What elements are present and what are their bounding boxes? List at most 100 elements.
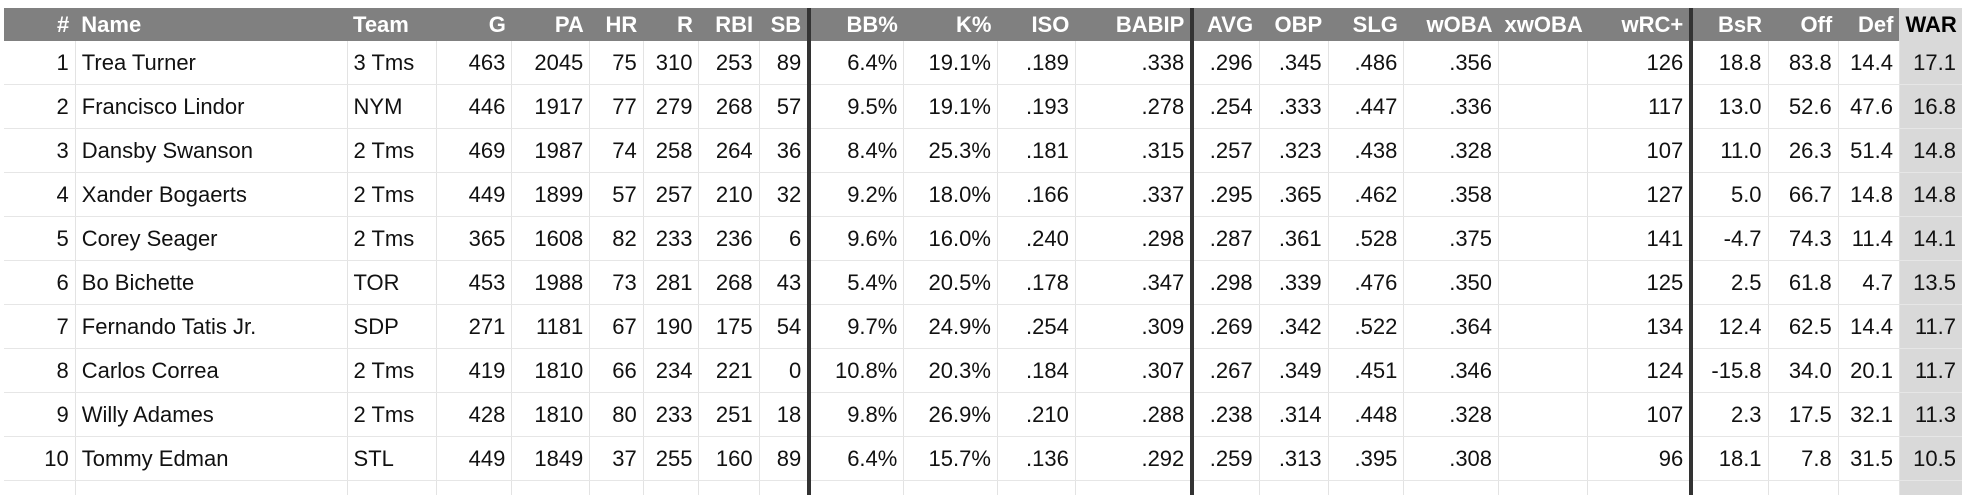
cell-obp: .313 bbox=[1259, 436, 1329, 481]
cell-bsr: 18.8 bbox=[1691, 41, 1769, 85]
table-row[interactable]: 10 Tommy Edman STL 449 1849 37 255 160 89 6.4% 15.… bbox=[4, 436, 1962, 481]
cell-woba: .308 bbox=[1403, 436, 1500, 481]
cell-team: 2 Tms bbox=[347, 128, 437, 173]
table-row[interactable]: 8 Carlos Correa 2 Tms 419 1810 66 234 221 0 10.8%… bbox=[4, 348, 1962, 393]
cell-rbi: 268 bbox=[698, 84, 760, 129]
cell-rank: 1 bbox=[4, 41, 76, 85]
table-body: 1 Trea Turner 3 Tms 463 2045 75 310 253 89 6.4% 19… bbox=[4, 41, 1962, 495]
col-header-bsr[interactable]: BsR bbox=[1691, 8, 1769, 41]
table-row[interactable]: 1 Trea Turner 3 Tms 463 2045 75 310 253 89 6.4% 19… bbox=[4, 41, 1962, 85]
cell-name[interactable]: Francisco Lindor bbox=[75, 84, 348, 129]
col-header-bb-pct[interactable]: BB% bbox=[809, 8, 904, 41]
cell-bsr: 12.4 bbox=[1691, 304, 1769, 349]
cell-off: 62.5 bbox=[1768, 304, 1839, 349]
col-header-wrc-plus[interactable]: wRC+ bbox=[1587, 8, 1694, 41]
col-header-def[interactable]: Def bbox=[1838, 8, 1900, 41]
cell-g: 469 bbox=[436, 128, 513, 173]
col-header-rank[interactable]: # bbox=[4, 8, 76, 41]
cell-iso: .189 bbox=[997, 41, 1076, 85]
cell-xwoba bbox=[1498, 304, 1589, 349]
col-header-rbi[interactable]: RBI bbox=[698, 8, 760, 41]
cell-def: 14.4 bbox=[1838, 304, 1900, 349]
cell-pa: 1849 bbox=[511, 436, 591, 481]
cell-name[interactable]: Willy Adames bbox=[75, 392, 348, 437]
cell-empty bbox=[589, 480, 644, 495]
cell-empty bbox=[643, 480, 700, 495]
cell-name[interactable]: Tommy Edman bbox=[75, 436, 348, 481]
table-row[interactable]: 6 Bo Bichette TOR 453 1988 73 281 268 43 5.4% 20.5… bbox=[4, 260, 1962, 305]
cell-slg: .447 bbox=[1328, 84, 1405, 129]
col-header-sb[interactable]: SB bbox=[759, 8, 812, 41]
cell-hr: 73 bbox=[589, 260, 644, 305]
cell-sb: 6 bbox=[759, 216, 812, 261]
col-header-obp[interactable]: OBP bbox=[1259, 8, 1329, 41]
table-row[interactable]: 9 Willy Adames 2 Tms 428 1810 80 233 251 18 9.8% 2… bbox=[4, 392, 1962, 437]
cell-empty bbox=[903, 480, 998, 495]
cell-name[interactable]: Xander Bogaerts bbox=[75, 172, 348, 217]
cell-war: 17.1 bbox=[1899, 41, 1962, 85]
col-header-g[interactable]: G bbox=[436, 8, 512, 41]
cell-empty bbox=[1328, 480, 1405, 495]
cell-off: 7.8 bbox=[1768, 436, 1839, 481]
col-header-babip[interactable]: BABIP bbox=[1075, 8, 1195, 41]
col-header-avg[interactable]: AVG bbox=[1192, 8, 1260, 41]
cell-sb: 89 bbox=[759, 436, 812, 481]
table-row[interactable]: 7 Fernando Tatis Jr. SDP 271 1181 67 190 175 54 9… bbox=[4, 304, 1962, 349]
cell-empty bbox=[759, 480, 812, 495]
cell-war: 11.3 bbox=[1899, 392, 1962, 437]
cell-def: 14.4 bbox=[1838, 41, 1900, 85]
cell-sb: 54 bbox=[759, 304, 812, 349]
col-header-off[interactable]: Off bbox=[1768, 8, 1839, 41]
cell-k-pct: 15.7% bbox=[903, 436, 998, 481]
cell-xwoba bbox=[1498, 84, 1589, 129]
cell-name[interactable]: Dansby Swanson bbox=[75, 128, 348, 173]
cell-off: 34.0 bbox=[1768, 348, 1839, 393]
cell-pa: 1987 bbox=[511, 128, 591, 173]
cell-g: 449 bbox=[436, 436, 513, 481]
cell-iso: .184 bbox=[997, 348, 1076, 393]
cell-xwoba bbox=[1498, 216, 1589, 261]
table-row[interactable]: 5 Corey Seager 2 Tms 365 1608 82 233 236 6 9.6% 16… bbox=[4, 216, 1962, 261]
table-row[interactable]: 4 Xander Bogaerts 2 Tms 449 1899 57 257 210 32 9.… bbox=[4, 172, 1962, 217]
cell-wrc-plus: 107 bbox=[1587, 128, 1694, 173]
cell-empty bbox=[1498, 480, 1589, 495]
col-header-woba[interactable]: wOBA bbox=[1403, 8, 1499, 41]
cell-bb-pct: 6.4% bbox=[809, 436, 905, 481]
cell-empty bbox=[4, 480, 76, 495]
cell-name[interactable]: Trea Turner bbox=[75, 41, 348, 85]
cell-empty bbox=[1899, 480, 1962, 495]
cell-name[interactable]: Carlos Correa bbox=[75, 348, 348, 393]
cell-woba: .350 bbox=[1403, 260, 1500, 305]
cell-war: 11.7 bbox=[1899, 348, 1962, 393]
col-header-r[interactable]: R bbox=[643, 8, 699, 41]
cell-r: 310 bbox=[643, 41, 700, 85]
col-header-team[interactable]: Team bbox=[347, 8, 437, 41]
cell-k-pct: 20.5% bbox=[903, 260, 998, 305]
cell-woba: .346 bbox=[1403, 348, 1500, 393]
table-row[interactable]: 3 Dansby Swanson 2 Tms 469 1987 74 258 264 36 8.4… bbox=[4, 128, 1962, 173]
cell-rbi: 253 bbox=[698, 41, 760, 85]
cell-name[interactable]: Bo Bichette bbox=[75, 260, 348, 305]
cell-bsr: 13.0 bbox=[1691, 84, 1769, 129]
col-header-name[interactable]: Name bbox=[75, 8, 348, 41]
col-header-war[interactable]: WAR bbox=[1899, 8, 1962, 41]
cell-obp: .361 bbox=[1259, 216, 1329, 261]
col-header-iso[interactable]: ISO bbox=[997, 8, 1076, 41]
col-header-pa[interactable]: PA bbox=[511, 8, 590, 41]
cell-woba: .336 bbox=[1403, 84, 1500, 129]
cell-def: 47.6 bbox=[1838, 84, 1900, 129]
col-header-hr[interactable]: HR bbox=[589, 8, 644, 41]
cell-empty bbox=[1192, 480, 1260, 495]
cell-obp: .314 bbox=[1259, 392, 1329, 437]
col-header-xwoba[interactable]: xwOBA bbox=[1498, 8, 1588, 41]
cell-slg: .438 bbox=[1328, 128, 1405, 173]
cell-sb: 43 bbox=[759, 260, 812, 305]
table-row[interactable]: 2 Francisco Lindor NYM 446 1917 77 279 268 57 9.5… bbox=[4, 84, 1962, 129]
cell-empty bbox=[809, 480, 905, 495]
col-header-k-pct[interactable]: K% bbox=[903, 8, 998, 41]
cell-name[interactable]: Corey Seager bbox=[75, 216, 348, 261]
col-header-slg[interactable]: SLG bbox=[1328, 8, 1404, 41]
cell-hr: 66 bbox=[589, 348, 644, 393]
cell-name[interactable]: Fernando Tatis Jr. bbox=[75, 304, 348, 349]
cell-bsr: 18.1 bbox=[1691, 436, 1769, 481]
